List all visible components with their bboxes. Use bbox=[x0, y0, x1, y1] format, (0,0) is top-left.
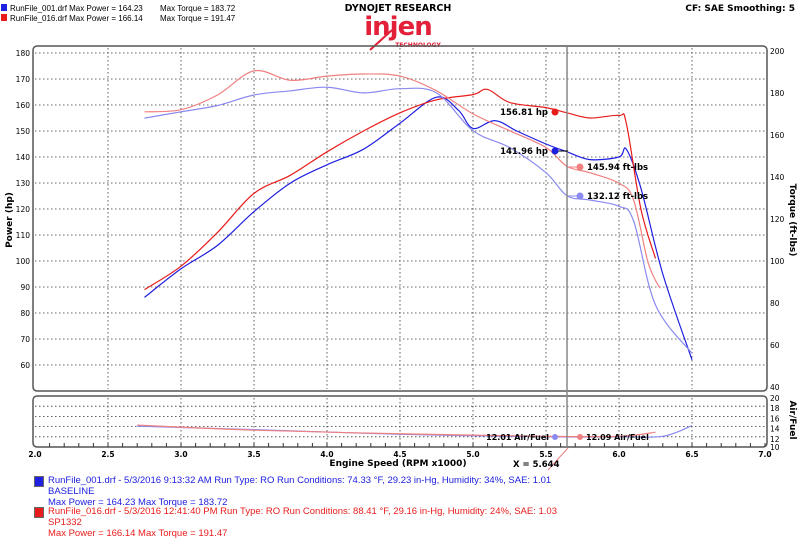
x-tick-label: 5.5 bbox=[539, 450, 552, 459]
run1-summary: RunFile_001.drf Max Power = 164.23 bbox=[10, 4, 143, 13]
x-tick-label: 6.0 bbox=[612, 450, 625, 459]
left-tick-label: 140 bbox=[16, 153, 31, 162]
afr-tick-label: 20 bbox=[770, 394, 780, 403]
main-plot-frame bbox=[32, 45, 768, 392]
right-axis-label: Torque (ft-lbs) bbox=[787, 184, 797, 257]
x-tick-label: 3.0 bbox=[174, 450, 187, 459]
left-tick-label: 100 bbox=[16, 257, 31, 266]
series-line-1 bbox=[144, 88, 657, 291]
left-tick-label: 160 bbox=[16, 101, 31, 110]
left-tick-label: 110 bbox=[16, 231, 31, 240]
svg-text:145.94 ft-lbs: 145.94 ft-lbs bbox=[587, 163, 648, 173]
settings-readout: CF: SAE Smoothing: 5 bbox=[685, 4, 795, 14]
injen-logo: injen TECHNOLOGY bbox=[364, 12, 441, 51]
legend-run2-swatch bbox=[34, 507, 44, 518]
right-tick-label: 180 bbox=[770, 89, 785, 98]
readout-run1-torque: 132.12 ft-lbs bbox=[568, 192, 648, 202]
right-tick-label: 40 bbox=[770, 383, 780, 392]
legend-run1-details: RunFile_001.drf - 5/3/2016 9:13:32 AM Ru… bbox=[48, 475, 552, 486]
right-tick-label: 160 bbox=[770, 131, 785, 140]
legend-run2-details: RunFile_016.drf - 5/3/2016 12:41:40 PM R… bbox=[48, 506, 557, 517]
afr-tick-label: 10 bbox=[770, 443, 780, 452]
series-line-0 bbox=[144, 96, 693, 360]
legend-run2: RunFile_016.drf - 5/3/2016 12:41:40 PM R… bbox=[34, 506, 557, 539]
x-tick-label: 6.5 bbox=[685, 450, 698, 459]
right-tick-label: 100 bbox=[770, 257, 785, 266]
cursor-pointer bbox=[547, 447, 569, 471]
left-tick-label: 70 bbox=[20, 335, 30, 344]
afr-tick-label: 16 bbox=[770, 414, 780, 423]
x-tick-label: 2.0 bbox=[28, 450, 41, 459]
x-tick-label: 2.5 bbox=[101, 450, 114, 459]
legend-run2-label: SP1332 bbox=[48, 517, 82, 528]
left-tick-label: 60 bbox=[20, 361, 30, 370]
legend-run1-max: Max Power = 164.23 Max Torque = 183.72 bbox=[48, 497, 228, 508]
readout-run1-power: 141.96 hp bbox=[500, 147, 568, 157]
x-tick-label: 4.5 bbox=[393, 450, 406, 459]
legend-run1-swatch bbox=[34, 476, 44, 487]
readout-run2-torque: 145.94 ft-lbs bbox=[568, 163, 648, 173]
run2-summary: RunFile_016.drf Max Power = 166.14 bbox=[10, 14, 143, 23]
afr-axis-label: Air/Fuel bbox=[787, 400, 797, 439]
run2-max-torque: Max Torque = 191.47 bbox=[160, 14, 236, 23]
x-axis-label: Engine Speed (RPM x1000) bbox=[329, 459, 466, 469]
afr-tick-label: 14 bbox=[770, 425, 780, 434]
left-axis-label: Power (hp) bbox=[5, 192, 15, 248]
run2-swatch bbox=[1, 14, 7, 21]
series-line-5 bbox=[137, 424, 656, 438]
svg-text:12.09 Air/Fuel: 12.09 Air/Fuel bbox=[586, 433, 649, 442]
brand-title: DYNOJET RESEARCH bbox=[345, 3, 452, 14]
right-tick-label: 200 bbox=[770, 47, 785, 56]
svg-text:12.01 Air/Fuel: 12.01 Air/Fuel bbox=[486, 433, 549, 442]
run1-max-torque: Max Torque = 183.72 bbox=[160, 4, 236, 13]
readout-run2-afr: 12.09 Air/Fuel bbox=[577, 433, 649, 442]
readout-run2-power: 156.81 hp bbox=[500, 108, 559, 118]
x-tick-label: 3.5 bbox=[247, 450, 260, 459]
legend-run1: RunFile_001.drf - 5/3/2016 9:13:32 AM Ru… bbox=[34, 475, 551, 508]
legend-run1-label: BASELINE bbox=[48, 486, 95, 497]
left-tick-label: 170 bbox=[16, 75, 31, 84]
svg-text:156.81 hp: 156.81 hp bbox=[500, 108, 548, 118]
left-tick-label: 150 bbox=[16, 127, 31, 136]
x-tick-label: 5.0 bbox=[466, 450, 479, 459]
left-tick-label: 120 bbox=[16, 205, 31, 214]
left-tick-label: 80 bbox=[20, 309, 30, 318]
x-tick-label: 7.0 bbox=[758, 450, 771, 459]
right-tick-label: 140 bbox=[770, 173, 785, 182]
series-line-3 bbox=[144, 69, 661, 289]
svg-text:141.96 hp: 141.96 hp bbox=[500, 147, 548, 157]
x-tick-label: 4.0 bbox=[320, 450, 333, 459]
cursor-x-readout: X = 5.644 bbox=[513, 460, 560, 470]
series-line-2 bbox=[144, 86, 693, 354]
afr-tick-label: 18 bbox=[770, 404, 780, 413]
right-tick-label: 80 bbox=[770, 299, 780, 308]
left-tick-label: 90 bbox=[20, 283, 30, 292]
afr-tick-label: 12 bbox=[770, 435, 780, 444]
right-tick-label: 60 bbox=[770, 341, 780, 350]
left-tick-label: 130 bbox=[16, 179, 31, 188]
right-tick-label: 120 bbox=[770, 215, 785, 224]
svg-text:132.12 ft-lbs: 132.12 ft-lbs bbox=[587, 192, 648, 202]
readout-run1-afr: 12.01 Air/Fuel bbox=[486, 433, 558, 442]
svg-text:injen: injen bbox=[364, 12, 431, 42]
run1-swatch bbox=[1, 4, 7, 11]
left-tick-label: 180 bbox=[16, 49, 31, 58]
